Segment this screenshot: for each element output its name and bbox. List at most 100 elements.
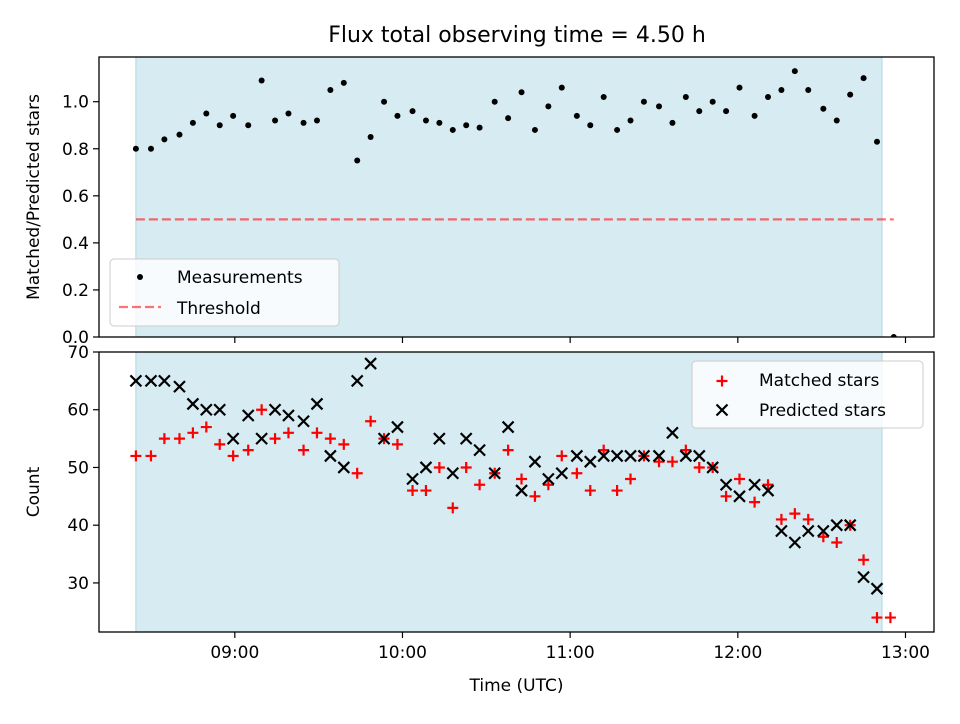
predicted-star-point — [528, 455, 542, 468]
matched-star-point — [817, 531, 829, 543]
measurement-point — [890, 334, 897, 337]
matched-star-point — [653, 456, 665, 468]
y-tick-label: 50 — [67, 458, 89, 478]
predicted-star-point — [570, 449, 584, 463]
predicted-star-point — [186, 397, 200, 411]
measurement-point — [627, 117, 634, 124]
matched-star-point — [542, 479, 554, 491]
y-tick-label: 1.0 — [62, 93, 89, 113]
y-tick-label: 30 — [67, 574, 89, 594]
matched-star-point — [227, 450, 239, 462]
matched-star-point — [680, 444, 692, 456]
matched-star-point — [447, 502, 459, 514]
measurement-point — [176, 131, 183, 138]
matched-star-point — [666, 456, 678, 468]
measurement-point — [203, 110, 210, 117]
measurement-point — [132, 145, 139, 152]
predicted-star-point — [610, 449, 624, 463]
predicted-star-point — [843, 518, 857, 532]
predicted-star-point — [364, 357, 377, 370]
measurement-point — [531, 126, 538, 133]
measurement-point — [518, 89, 525, 96]
predicted-star-point — [542, 472, 555, 486]
matched-star-point — [338, 438, 350, 450]
predicted-star-point — [830, 518, 844, 532]
matched-star-point — [871, 612, 883, 624]
matched-star-point — [145, 450, 157, 462]
measurement-point — [463, 122, 470, 129]
predicted-star-point — [391, 420, 404, 434]
predicted-star-point — [624, 449, 637, 463]
matched-star-point — [269, 433, 281, 445]
x-tick-label: 09:00 — [210, 643, 259, 663]
predicted-star-point — [459, 432, 473, 445]
y-axis-label: Count — [24, 466, 44, 517]
predicted-star-point — [637, 449, 651, 463]
predicted-star-point — [597, 449, 610, 463]
matched-star-point — [502, 444, 514, 456]
predicted-star-point — [473, 443, 486, 457]
matched-star-point — [556, 450, 568, 462]
predicted-star-point — [241, 409, 255, 422]
measurement-point — [189, 119, 196, 126]
matched-star-point — [775, 513, 787, 525]
legend-matched-label: Matched stars — [759, 371, 879, 391]
predicted-star-point — [652, 449, 666, 463]
matched-star-point — [282, 427, 294, 439]
measurement-point — [765, 94, 772, 100]
matched-star-point — [460, 461, 472, 473]
measurement-point — [736, 84, 743, 91]
predicted-star-point — [761, 484, 775, 497]
predicted-star-point — [788, 536, 802, 549]
predicted-star-point — [870, 582, 884, 595]
measurement-point — [300, 119, 307, 126]
predicted-star-point — [801, 524, 815, 538]
measurement-point — [409, 108, 416, 115]
predicted-star-point — [282, 409, 295, 422]
predicted-star-point — [337, 461, 351, 474]
predicted-star-point — [158, 374, 171, 388]
matched-star-point — [433, 461, 445, 473]
legend-predicted-marker — [715, 403, 729, 417]
predicted-star-point — [692, 449, 706, 463]
matched-star-point — [516, 473, 528, 485]
predicted-star-point — [583, 455, 597, 468]
matched-star-point — [214, 438, 226, 450]
matched-star-point — [762, 479, 774, 491]
matched-star-point — [584, 485, 596, 497]
measurement-point — [696, 108, 703, 115]
y-tick-label: 0.4 — [62, 234, 89, 254]
measurement-point — [230, 112, 237, 119]
matched-star-point — [407, 485, 419, 497]
plot-area — [132, 68, 897, 337]
predicted-star-point — [857, 570, 870, 584]
measurement-point — [327, 86, 334, 93]
measurement-point — [873, 138, 880, 145]
matched-star-point — [598, 444, 610, 456]
measurement-point — [545, 103, 552, 110]
y-tick-label: 60 — [67, 401, 89, 421]
x-tick-label: 13:00 — [881, 643, 930, 663]
measurement-point — [491, 98, 498, 105]
predicted-star-point — [129, 374, 143, 388]
matched-star-point — [173, 433, 185, 445]
measurement-point — [258, 77, 265, 84]
measurement-point — [147, 145, 154, 152]
measurement-point — [422, 117, 429, 124]
measurement-point — [476, 124, 483, 131]
predicted-star-point — [666, 426, 679, 440]
measurement-point — [587, 122, 594, 129]
predicted-star-point — [515, 484, 528, 497]
measurement-point — [216, 122, 223, 129]
matched-star-point — [242, 444, 254, 456]
predicted-star-point — [733, 490, 746, 503]
predicted-star-point — [719, 478, 733, 492]
axes-frame — [98, 56, 935, 338]
measurement-point — [751, 112, 758, 119]
y-tick-label: 0.2 — [62, 281, 89, 301]
matched-star-point — [789, 508, 801, 520]
predicted-star-point — [213, 403, 227, 417]
measurement-point — [778, 86, 785, 93]
predicted-star-point — [144, 374, 158, 388]
measurement-point — [709, 98, 716, 105]
